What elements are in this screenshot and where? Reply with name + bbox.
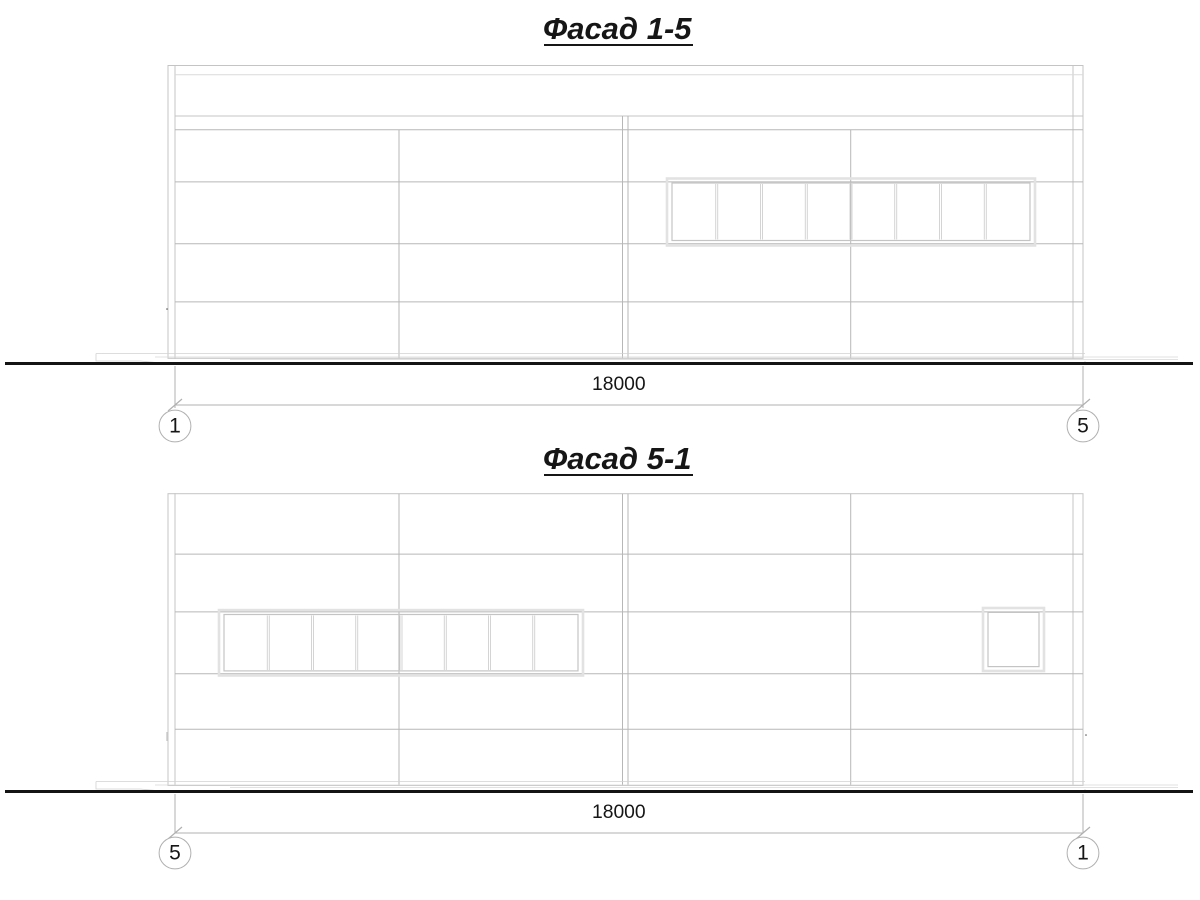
svg-text:1: 1 — [1077, 842, 1089, 865]
svg-text:5: 5 — [1077, 415, 1089, 438]
svg-text:1: 1 — [169, 415, 181, 438]
svg-text:5: 5 — [169, 842, 181, 865]
